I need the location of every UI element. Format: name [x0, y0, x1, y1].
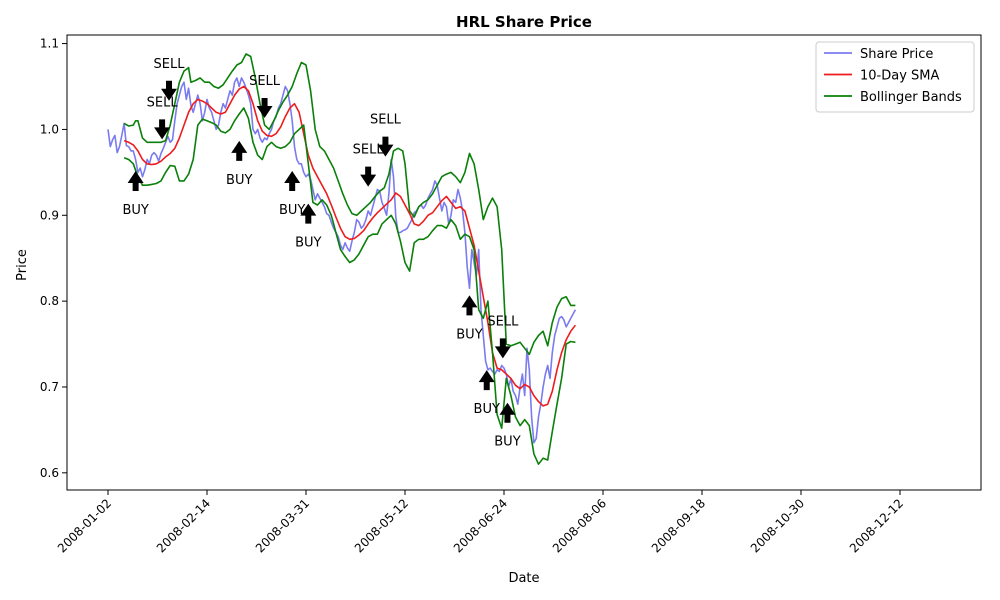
annotation-arrow: [300, 203, 317, 224]
annotation-sell: SELL: [147, 95, 179, 140]
annotation-buy: BUY: [295, 203, 322, 251]
annotation-arrow: [154, 119, 171, 140]
x-tick-label: 2008-05-12: [352, 496, 411, 555]
annotation-arrow: [284, 170, 301, 191]
annotation-label: SELL: [353, 143, 385, 158]
legend-entry: Bollinger Bands: [860, 90, 962, 105]
annotation-sell: SELL: [370, 113, 402, 157]
x-tick-label: 2008-08-06: [550, 496, 609, 555]
annotation-buy: BUY: [474, 370, 500, 417]
annotation-buy: BUY: [226, 140, 252, 188]
x-tick-label: 2008-10-30: [748, 496, 807, 555]
y-axis-label: Price: [15, 249, 30, 281]
x-tick-label: 2008-02-14: [154, 496, 213, 555]
y-axis: 0.6 0.7 0.8 0.9 1.0 1.1: [40, 37, 67, 480]
annotation-label: SELL: [154, 57, 186, 72]
annotation-label: BUY: [279, 203, 305, 218]
y-tick-label: 0.7: [40, 380, 59, 394]
annotation-label: SELL: [487, 314, 519, 329]
annotation-arrow: [461, 295, 478, 316]
annotation-arrow: [231, 140, 248, 161]
annotation-arrow: [499, 402, 516, 423]
plot-area: BUY SELL SELL BUY SELL BUY BUY SELL SELL BUY BUY SE…: [107, 53, 577, 465]
x-axis: 2008-01-02 2008-02-14 2008-03-31 2008-05-12…: [55, 490, 906, 555]
x-tick-label: 2008-12-12: [847, 496, 906, 555]
annotation-label: SELL: [370, 113, 402, 128]
annotation-label: BUY: [122, 203, 148, 218]
x-tick-label: 2008-01-02: [55, 496, 114, 555]
y-tick-label: 0.8: [40, 294, 59, 308]
annotation-arrow: [478, 370, 495, 391]
bollinger-upper-line: [123, 53, 576, 356]
legend-box: [815, 41, 975, 113]
legend-entry: Share Price: [860, 47, 933, 62]
x-tick-label: 2008-09-18: [649, 496, 708, 555]
annotation-label: SELL: [249, 74, 281, 89]
annotation-sell: SELL: [487, 314, 519, 359]
annotation-label: BUY: [474, 402, 500, 417]
annotation-arrow: [256, 97, 273, 118]
y-tick-label: 0.9: [40, 208, 59, 222]
annotation-arrow: [377, 136, 394, 157]
annotation-label: BUY: [226, 173, 252, 188]
annotation-buy: BUY: [456, 295, 483, 342]
annotation-label: SELL: [147, 95, 179, 110]
share-price-line: [107, 77, 577, 444]
annotation-label: BUY: [295, 236, 321, 251]
x-tick-label: 2008-03-31: [253, 496, 312, 555]
annotation-arrow: [161, 80, 178, 101]
bollinger-lower-line: [123, 107, 576, 465]
annotation-buy: BUY: [494, 402, 521, 450]
x-axis-label: Date: [508, 571, 539, 586]
annotation-sell: SELL: [353, 143, 385, 187]
annotation-label: BUY: [456, 327, 482, 342]
annotation-sell: SELL: [249, 74, 281, 118]
annotation-sell: SELL: [154, 57, 186, 101]
x-tick-label: 2008-06-24: [451, 496, 510, 555]
legend-entry: 10-Day SMA: [860, 69, 940, 84]
y-tick-label: 1.0: [40, 122, 59, 136]
legend: Share Price 10-Day SMA Bollinger Bands: [815, 41, 975, 113]
annotation-arrow: [127, 170, 144, 191]
annotation-arrow: [494, 338, 511, 359]
annotation-arrow: [360, 166, 377, 187]
annotation-label: BUY: [494, 435, 520, 450]
plot-frame: [66, 34, 982, 491]
chart-title: HRL Share Price: [456, 13, 592, 31]
y-tick-label: 1.1: [40, 37, 59, 51]
y-tick-label: 0.6: [40, 466, 59, 480]
annotation-buy: BUY: [279, 170, 305, 218]
10-day-sma-line: [123, 85, 577, 407]
annotation-buy: BUY: [122, 170, 149, 218]
